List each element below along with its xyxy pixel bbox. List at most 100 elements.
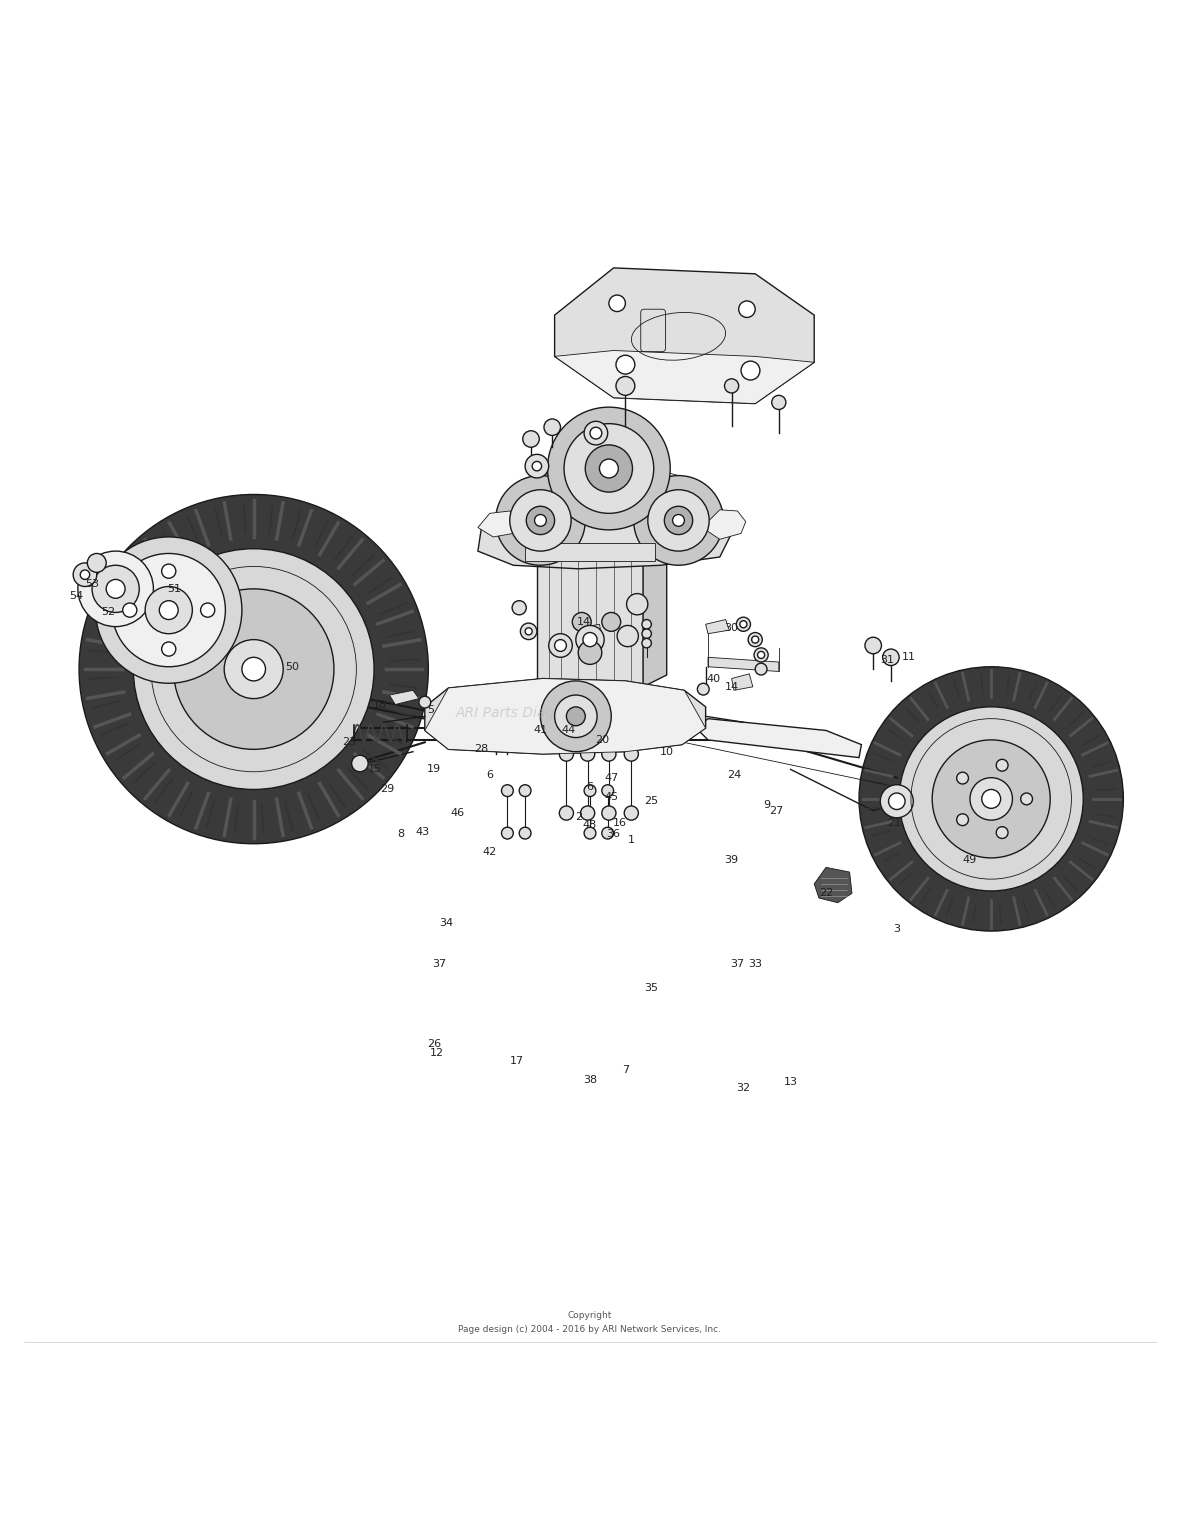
Circle shape: [741, 360, 760, 380]
Text: 24: 24: [727, 770, 741, 780]
Polygon shape: [478, 512, 519, 538]
Circle shape: [510, 490, 571, 551]
Circle shape: [173, 589, 334, 750]
Circle shape: [627, 594, 648, 615]
Circle shape: [78, 551, 153, 626]
Polygon shape: [643, 539, 667, 687]
Text: 22: 22: [819, 889, 833, 898]
Text: 16: 16: [612, 817, 627, 828]
Text: 42: 42: [483, 847, 497, 857]
Circle shape: [752, 637, 759, 643]
Polygon shape: [555, 351, 814, 403]
Text: 45: 45: [604, 791, 618, 802]
Text: 48: 48: [583, 820, 597, 829]
Text: 17: 17: [510, 1055, 524, 1066]
Circle shape: [624, 747, 638, 760]
Circle shape: [224, 640, 283, 698]
Circle shape: [602, 828, 614, 838]
Circle shape: [123, 603, 137, 617]
Circle shape: [523, 431, 539, 447]
Circle shape: [419, 696, 431, 709]
Circle shape: [581, 747, 595, 760]
Circle shape: [79, 495, 428, 844]
Circle shape: [201, 603, 215, 617]
Circle shape: [549, 634, 572, 657]
Circle shape: [642, 620, 651, 629]
Polygon shape: [425, 678, 706, 754]
Text: Copyright: Copyright: [568, 1312, 612, 1321]
Text: 35: 35: [644, 983, 658, 993]
Circle shape: [548, 408, 670, 530]
Bar: [525, 542, 655, 560]
Circle shape: [525, 628, 532, 635]
Polygon shape: [732, 673, 753, 690]
Circle shape: [602, 612, 621, 631]
Text: 19: 19: [427, 765, 441, 774]
Polygon shape: [389, 690, 419, 704]
Circle shape: [559, 806, 573, 820]
Text: 54: 54: [70, 591, 84, 602]
Text: 40: 40: [707, 673, 721, 684]
Text: 8: 8: [398, 829, 405, 840]
Circle shape: [664, 507, 693, 534]
Circle shape: [555, 640, 566, 652]
Circle shape: [932, 741, 1050, 858]
Circle shape: [520, 623, 537, 640]
Circle shape: [859, 667, 1123, 931]
Circle shape: [957, 814, 969, 826]
Circle shape: [970, 777, 1012, 820]
Text: Page design (c) 2004 - 2016 by ARI Network Services, Inc.: Page design (c) 2004 - 2016 by ARI Netwo…: [459, 1325, 721, 1335]
Text: 2: 2: [575, 811, 582, 822]
Polygon shape: [581, 625, 602, 640]
Circle shape: [624, 806, 638, 820]
Circle shape: [772, 395, 786, 409]
Circle shape: [584, 421, 608, 444]
Circle shape: [519, 785, 531, 797]
Text: 13: 13: [784, 1077, 798, 1087]
Circle shape: [544, 418, 560, 435]
Text: 49: 49: [963, 855, 977, 866]
Circle shape: [1021, 793, 1032, 805]
Polygon shape: [425, 678, 706, 754]
Circle shape: [758, 652, 765, 658]
Text: 21: 21: [887, 817, 902, 828]
Circle shape: [576, 626, 604, 654]
Text: 18: 18: [373, 699, 387, 710]
Text: 11: 11: [902, 652, 916, 663]
Text: 5: 5: [427, 705, 434, 716]
Text: 33: 33: [748, 959, 762, 970]
Polygon shape: [478, 475, 732, 568]
Text: 34: 34: [439, 918, 453, 928]
Text: 44: 44: [562, 725, 576, 736]
Text: 41: 41: [533, 725, 548, 736]
Circle shape: [740, 620, 747, 628]
Circle shape: [616, 356, 635, 374]
Text: 53: 53: [85, 579, 99, 589]
Circle shape: [584, 785, 596, 797]
Circle shape: [92, 565, 139, 612]
Circle shape: [642, 638, 651, 647]
Text: 23: 23: [342, 738, 356, 747]
Circle shape: [982, 789, 1001, 808]
Circle shape: [599, 460, 618, 478]
Circle shape: [602, 806, 616, 820]
Circle shape: [617, 626, 638, 646]
Text: 1: 1: [628, 835, 635, 846]
Circle shape: [642, 629, 651, 638]
Circle shape: [602, 747, 616, 760]
Circle shape: [585, 444, 632, 492]
Text: 15: 15: [368, 765, 382, 774]
Circle shape: [883, 649, 899, 666]
Text: 38: 38: [583, 1075, 597, 1084]
Circle shape: [525, 455, 549, 478]
Text: 31: 31: [880, 655, 894, 664]
Circle shape: [532, 461, 542, 470]
Text: 39: 39: [725, 855, 739, 866]
Text: ™: ™: [590, 707, 599, 718]
Text: ARI Parts Diagram: ARI Parts Diagram: [455, 705, 583, 719]
Circle shape: [526, 507, 555, 534]
Polygon shape: [702, 510, 746, 539]
Circle shape: [581, 806, 595, 820]
Circle shape: [96, 538, 242, 683]
Circle shape: [145, 586, 192, 634]
